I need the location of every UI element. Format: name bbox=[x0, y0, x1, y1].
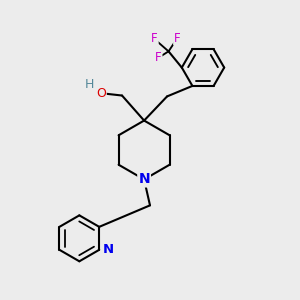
Text: N: N bbox=[138, 172, 150, 186]
Text: F: F bbox=[151, 32, 158, 46]
Text: N: N bbox=[103, 243, 114, 256]
Text: F: F bbox=[155, 51, 162, 64]
Text: O: O bbox=[96, 87, 106, 100]
Text: F: F bbox=[174, 32, 181, 45]
Text: H: H bbox=[85, 78, 94, 92]
